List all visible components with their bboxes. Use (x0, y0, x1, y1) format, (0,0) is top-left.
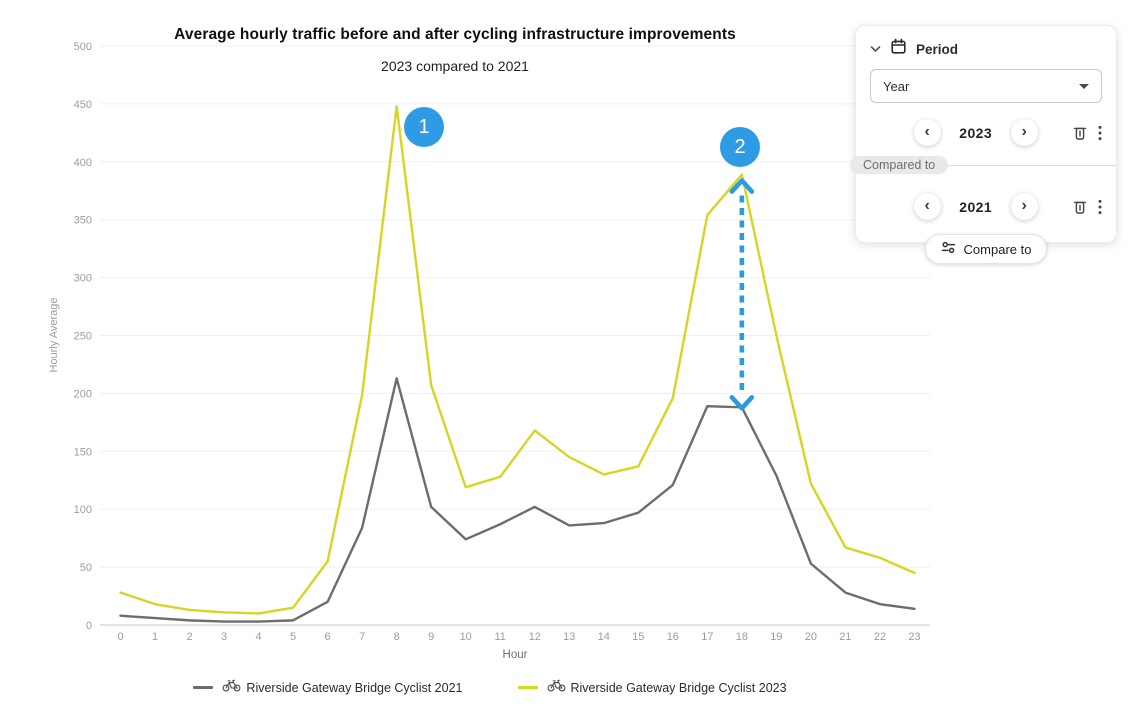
period-panel: Period Year ‹ 2023 › (850, 25, 1117, 264)
primary-year-nav: ‹ 2023 › (888, 119, 1038, 146)
y-tick-label: 300 (74, 273, 92, 285)
y-tick-label: 200 (74, 388, 92, 400)
y-tick-label: 0 (86, 620, 92, 632)
x-tick-label: 23 (908, 631, 920, 643)
x-tick-label: 19 (770, 631, 782, 643)
caret-down-icon (1079, 83, 1089, 89)
x-tick-label: 0 (117, 631, 123, 643)
secondary-year-nav: ‹ 2021 › (888, 193, 1038, 220)
chevron-down-icon[interactable] (870, 45, 881, 53)
legend-item-2023[interactable]: Riverside Gateway Bridge Cyclist 2023 (517, 678, 787, 697)
x-tick-label: 22 (874, 631, 886, 643)
x-tick-label: 21 (839, 631, 851, 643)
compare-to-button[interactable]: Compare to (924, 234, 1048, 264)
primary-year-next-button[interactable]: › (1010, 119, 1038, 146)
period-type-select-value: Year (883, 78, 910, 94)
arrow-head-down-icon (729, 394, 755, 411)
primary-year-prev-button[interactable]: ‹ (913, 119, 941, 146)
x-tick-label: 5 (290, 631, 296, 643)
y-tick-label: 50 (80, 562, 92, 574)
period-type-select[interactable]: Year (870, 69, 1102, 103)
y-tick-label: 450 (74, 99, 92, 111)
legend-item-2021[interactable]: Riverside Gateway Bridge Cyclist 2021 (193, 678, 463, 697)
x-tick-label: 3 (221, 631, 227, 643)
y-tick-label: 500 (74, 41, 92, 53)
period-panel-title: Period (916, 41, 959, 57)
x-tick-label: 15 (632, 631, 644, 643)
x-tick-label: 17 (701, 631, 713, 643)
y-tick-label: 350 (74, 215, 92, 227)
primary-year-value: 2023 (959, 124, 993, 141)
compared-to-label: Compared to (850, 156, 949, 174)
bicycle-icon (547, 678, 566, 697)
y-tick-label: 150 (74, 446, 92, 458)
annotation-marker-1-label: 1 (418, 115, 430, 138)
primary-year-row: ‹ 2023 › (870, 119, 1102, 146)
x-tick-label: 16 (667, 631, 679, 643)
trash-icon[interactable] (1073, 125, 1087, 141)
x-axis-title: Hour (503, 649, 528, 661)
calendar-icon (890, 38, 907, 60)
kebab-menu-icon[interactable] (1098, 125, 1102, 141)
arrow-head-up-icon (729, 178, 755, 194)
period-panel-header: Period (870, 38, 1102, 60)
compare-to-button-label: Compare to (963, 241, 1032, 257)
x-tick-label: 8 (394, 631, 400, 643)
legend-label-2023: Riverside Gateway Bridge Cyclist 2023 (570, 680, 787, 695)
chart-title: Average hourly traffic before and after … (174, 26, 736, 43)
bicycle-icon (222, 678, 241, 697)
divider-line (870, 165, 1116, 166)
secondary-year-next-button[interactable]: › (1010, 193, 1038, 220)
series-line-2023 (119, 105, 916, 615)
annotation-marker-1[interactable]: 1 (404, 107, 444, 147)
compared-to-divider: Compared to (850, 156, 1116, 174)
y-tick-label: 250 (74, 331, 92, 343)
x-tick-label: 1 (152, 631, 158, 643)
legend-swatch-2021 (193, 686, 214, 689)
x-tick-label: 10 (460, 631, 472, 643)
legend-label-2021: Riverside Gateway Bridge Cyclist 2021 (246, 680, 463, 695)
x-tick-label: 6 (325, 631, 331, 643)
x-tick-label: 20 (805, 631, 817, 643)
kebab-menu-icon[interactable] (1098, 199, 1102, 215)
trash-icon[interactable] (1073, 199, 1087, 215)
series-line-2021 (119, 377, 916, 623)
annotation-marker-2[interactable]: 2 (720, 127, 760, 167)
x-tick-label: 7 (359, 631, 365, 643)
secondary-year-row: ‹ 2021 › (870, 193, 1102, 220)
x-tick-label: 14 (598, 631, 610, 643)
x-tick-label: 9 (428, 631, 434, 643)
y-tick-label: 100 (74, 504, 92, 516)
legend-swatch-2023 (517, 686, 538, 689)
x-tick-label: 11 (495, 631, 506, 643)
secondary-year-value: 2021 (959, 198, 993, 215)
x-tick-label: 18 (736, 631, 748, 643)
x-tick-label: 4 (256, 631, 262, 643)
sliders-icon (941, 241, 956, 257)
annotation-marker-2-label: 2 (734, 135, 746, 158)
chart-legend: Riverside Gateway Bridge Cyclist 2021 Ri… (0, 678, 980, 697)
x-tick-label: 12 (529, 631, 541, 643)
y-axis-title: Hourly Average (48, 297, 60, 372)
x-tick-label: 2 (186, 631, 192, 643)
secondary-year-prev-button[interactable]: ‹ (913, 193, 941, 220)
x-tick-label: 13 (563, 631, 575, 643)
y-tick-label: 400 (74, 157, 92, 169)
chart-subtitle: 2023 compared to 2021 (381, 58, 529, 74)
